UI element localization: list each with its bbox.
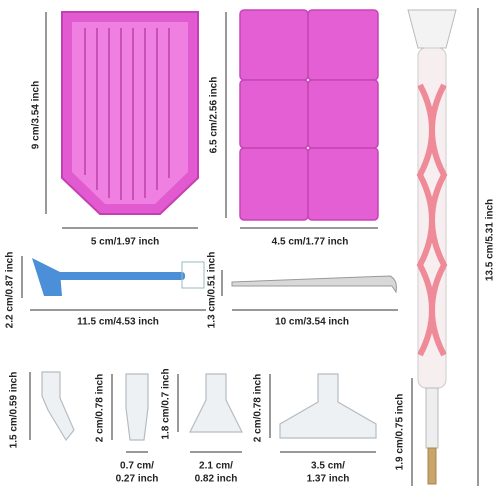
tweezers — [231, 275, 397, 294]
dimension-label: 9 cm/3.54 inch — [31, 81, 42, 149]
dimension-label: 1.5 cm/0.59 inch — [9, 372, 20, 449]
dimension-label: 2 cm/0.78 inch — [253, 374, 264, 442]
dimension-label: 4.5 cm/1.77 inch — [272, 237, 349, 248]
dimension-label: 2.1 cm/ — [199, 461, 233, 472]
pen-heads — [41, 371, 377, 442]
dimension-label: 6.5 cm/2.56 inch — [209, 77, 220, 154]
dimension-label: 1.3 cm/0.51 inch — [207, 252, 218, 329]
dimension-label: 10 cm/3.54 inch — [275, 317, 349, 328]
dimension-label: 5 cm/1.97 inch — [91, 237, 159, 248]
dimension-label: 13.5 cm/5.31 inch — [485, 199, 496, 281]
dimension-label: 2 cm/0.78 inch — [95, 374, 106, 442]
dimension-label: 3.5 cm/ — [311, 461, 345, 472]
dimension-label: 0.27 inch — [116, 474, 159, 485]
storage-boxes — [239, 9, 379, 221]
dimension-label: 0.82 inch — [195, 474, 238, 485]
dimension-label: 1.8 cm/0.7 inch — [161, 368, 172, 439]
dimension-label: 1.9 cm/0.75 inch — [395, 394, 406, 471]
dimension-label: 1.37 inch — [307, 474, 350, 485]
pen — [407, 9, 457, 485]
brush — [32, 258, 206, 296]
dimension-label: 11.5 cm/4.53 inch — [77, 317, 159, 328]
tray — [61, 11, 199, 215]
dimension-label: 0.7 cm/ — [120, 461, 154, 472]
dimension-label: 2.2 cm/0.87 inch — [5, 252, 16, 329]
